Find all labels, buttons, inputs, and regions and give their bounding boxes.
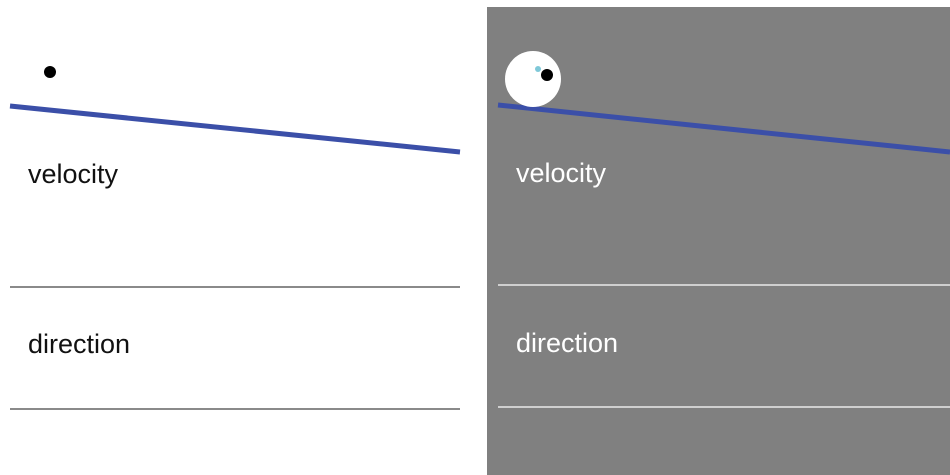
left-panel: velocity direction <box>0 0 470 475</box>
ball-selected[interactable] <box>505 51 561 107</box>
direction-label: direction <box>516 328 619 358</box>
direction-label: direction <box>28 329 131 359</box>
direction-input-underline[interactable] <box>498 406 950 408</box>
slope-line <box>9 103 461 155</box>
cursor-dot <box>535 66 541 72</box>
right-panel: velocity direction <box>487 7 950 475</box>
velocity-input-underline[interactable] <box>498 284 950 286</box>
direction-input-underline[interactable] <box>10 408 460 410</box>
ball-center-dot <box>541 69 553 81</box>
ball[interactable] <box>44 66 56 78</box>
velocity-input-underline[interactable] <box>10 286 460 288</box>
velocity-label: velocity <box>516 158 607 188</box>
velocity-label: velocity <box>28 159 119 189</box>
